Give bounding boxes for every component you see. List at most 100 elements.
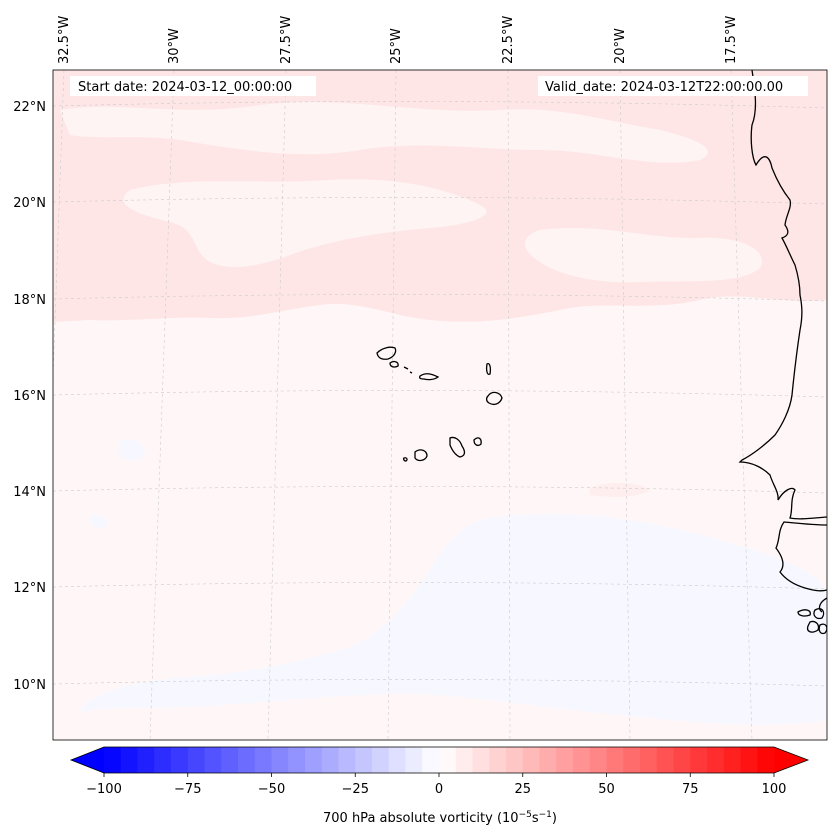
colorbar-tick-label: 0 (435, 782, 443, 797)
meridian-line (149, 70, 175, 740)
negative-vorticity-patch (90, 514, 107, 528)
colorbar-cell (740, 747, 758, 773)
colorbar-cells (71, 747, 808, 773)
sao-vicente-island (389, 360, 399, 368)
parallel-line (53, 486, 827, 494)
colorbar-cell (254, 747, 272, 773)
colorbar-cell (506, 747, 524, 773)
sal-island (485, 362, 492, 376)
sao-nicolau-island (418, 373, 440, 381)
lon-label: 17.5°W (724, 16, 739, 64)
fogo-island (414, 449, 428, 462)
colorbar-tick-label: −75 (174, 782, 201, 797)
senegal-gambia-coast (775, 521, 827, 592)
colorbar-cell (439, 747, 457, 773)
vorticity-streak (525, 227, 762, 283)
colorbar-cell (656, 747, 674, 773)
colorbar-cell (355, 747, 373, 773)
guinea-bissau-islands (797, 609, 811, 617)
colorbar-cell (422, 747, 440, 773)
colorbar-tick-label: −100 (86, 782, 122, 797)
lat-label: 12°N (13, 581, 46, 596)
colorbar-cell (455, 747, 473, 773)
colorbar-cell (589, 747, 607, 773)
colorbar-cell (388, 747, 406, 773)
maio-island (473, 437, 482, 447)
negative-vorticity-patch (80, 513, 827, 725)
colorbar-cell (137, 747, 155, 773)
colorbar-cell (707, 747, 725, 773)
colorbar-cell (372, 747, 390, 773)
graticule (53, 70, 827, 740)
colorbar-tick-label: 25 (514, 782, 531, 797)
colorbar-cell (288, 747, 306, 773)
lat-label: 20°N (13, 196, 46, 211)
colorbar-tick-label: −25 (342, 782, 369, 797)
colorbar-label: 700 hPa absolute vorticity (10−5s−1) (323, 810, 557, 826)
colorbar-cell (472, 747, 490, 773)
meridian-line (619, 70, 631, 740)
map-panel: Start date: 2024-03-12_00:00:00 Valid_da… (52, 69, 828, 741)
brava-island (402, 457, 408, 462)
colorbar-cell (522, 747, 540, 773)
santiago-island (449, 436, 466, 458)
colorbar-cell (489, 747, 507, 773)
longitude-labels: 32.5°W 30°W 27.5°W 25°W 22.5°W 20°W 17.5… (57, 16, 739, 64)
colorbar-extend-min (71, 747, 104, 773)
parallel-line (53, 294, 827, 302)
lon-label: 25°W (389, 28, 404, 64)
lon-label: 22.5°W (501, 16, 516, 64)
meridian-line (507, 70, 511, 740)
lon-label: 27.5°W (279, 16, 294, 64)
parallel-line (53, 679, 827, 687)
colorbar-cell (757, 747, 775, 773)
lat-label: 10°N (13, 678, 46, 693)
colorbar-cell (187, 747, 205, 773)
lon-label: 20°W (613, 28, 628, 64)
colorbar-cell (321, 747, 339, 773)
meridian-line (730, 70, 753, 740)
lat-label: 16°N (13, 389, 46, 404)
colorbar-cell (338, 747, 356, 773)
parallel-line (53, 390, 827, 398)
colorbar-ticks: −100 −75 −50 −25 0 25 50 75 100 (86, 773, 786, 797)
colorbar-cell (556, 747, 574, 773)
parallel-line (53, 101, 827, 109)
colorbar-cell (120, 747, 138, 773)
map-frame (52, 69, 828, 741)
colorbar-cell (305, 747, 323, 773)
colorbar-tick-label: 100 (762, 782, 787, 797)
meridian-line (387, 70, 397, 740)
start-date-label: Start date: 2024-03-12_00:00:00 (78, 80, 292, 95)
colorbar-cell (405, 747, 423, 773)
start-date-box (70, 76, 316, 96)
colorbar-cell (171, 747, 189, 773)
vorticity-streak (123, 179, 487, 268)
colorbar-cell (221, 747, 239, 773)
negative-vorticity-patch (118, 439, 145, 461)
valid-date-box (538, 76, 808, 96)
coastlines (376, 70, 827, 635)
lat-label: 22°N (13, 100, 46, 115)
boa-vista-island (485, 391, 503, 405)
colorbar-cell (673, 747, 691, 773)
lat-label: 14°N (13, 485, 46, 500)
lon-label: 30°W (167, 28, 182, 64)
latitude-labels: 22°N 20°N 18°N 16°N 14°N 12°N 10°N (13, 100, 46, 693)
vorticity-field-shading (53, 70, 827, 725)
guinea-coast (806, 597, 827, 635)
santo-antao-island (376, 346, 397, 360)
colorbar: −100 −75 −50 −25 0 25 50 75 100 700 hPa absolute… (69, 746, 810, 826)
meridian-line (267, 70, 287, 740)
santa-luzia-island (403, 366, 413, 374)
colorbar-cell (573, 747, 591, 773)
colorbar-cell (723, 747, 741, 773)
colorbar-cell (606, 747, 624, 773)
colorbar-cell (271, 747, 289, 773)
valid-date-label: Valid_date: 2024-03-12T22:00:00.00 (545, 80, 783, 95)
lat-label: 18°N (13, 293, 46, 308)
colorbar-extend-max (774, 747, 808, 773)
colorbar-cell (238, 747, 256, 773)
colorbar-cell (539, 747, 557, 773)
